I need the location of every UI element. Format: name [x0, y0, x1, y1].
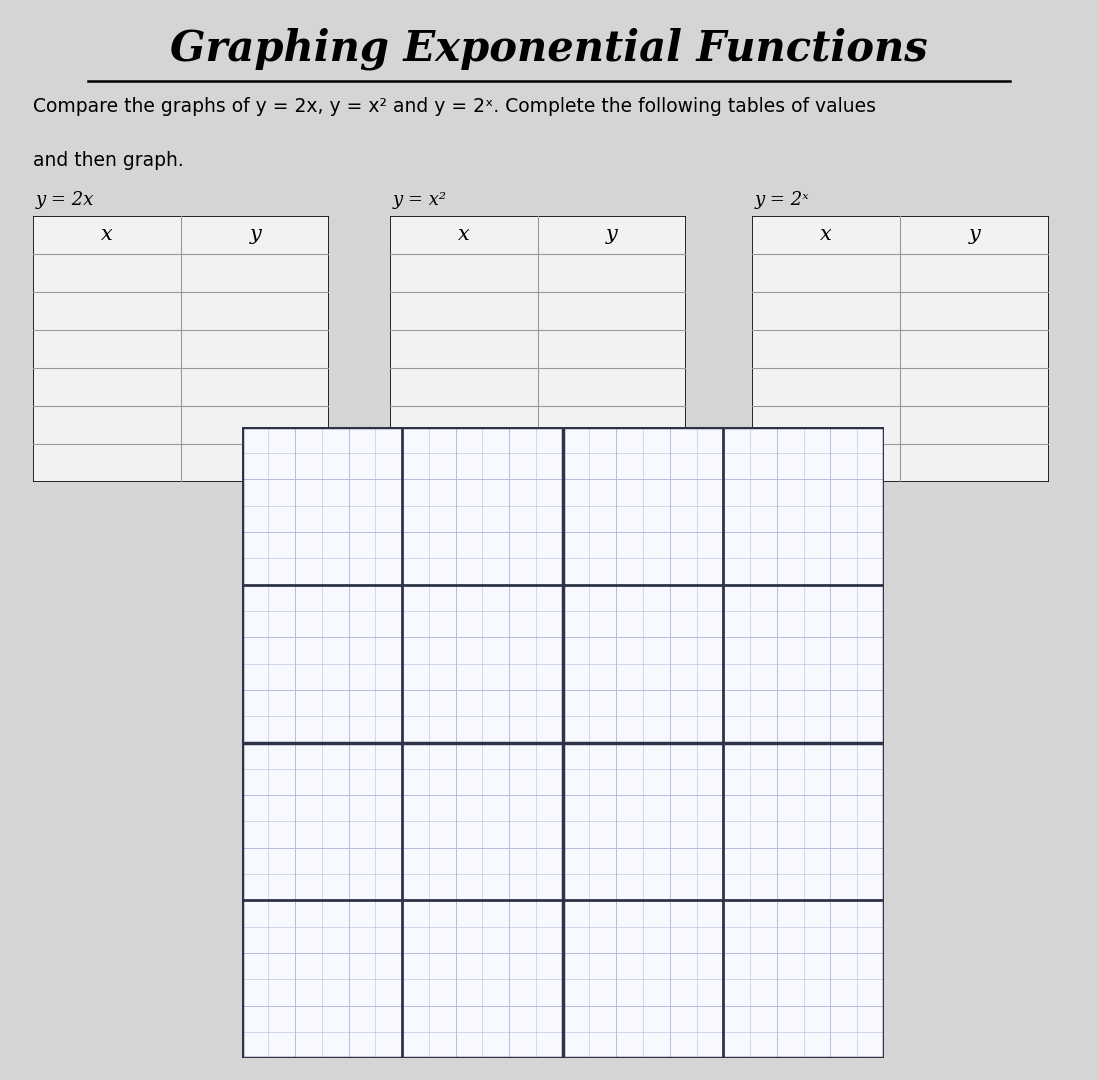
Text: and then graph.: and then graph. [33, 151, 183, 170]
Text: x: x [101, 226, 113, 244]
Text: x: x [820, 226, 832, 244]
Text: y = 2x: y = 2x [36, 191, 94, 208]
Text: y: y [249, 226, 261, 244]
Text: Graphing Exponential Functions: Graphing Exponential Functions [170, 27, 928, 69]
Text: y = 2ˣ: y = 2ˣ [755, 191, 809, 208]
Text: y: y [606, 226, 618, 244]
Text: y: y [968, 226, 981, 244]
Text: y = x²: y = x² [393, 191, 447, 208]
Text: Compare the graphs of y = 2x, y = x² and y = 2ˣ. Complete the following tables o: Compare the graphs of y = 2x, y = x² and… [33, 97, 876, 117]
Text: x: x [458, 226, 470, 244]
